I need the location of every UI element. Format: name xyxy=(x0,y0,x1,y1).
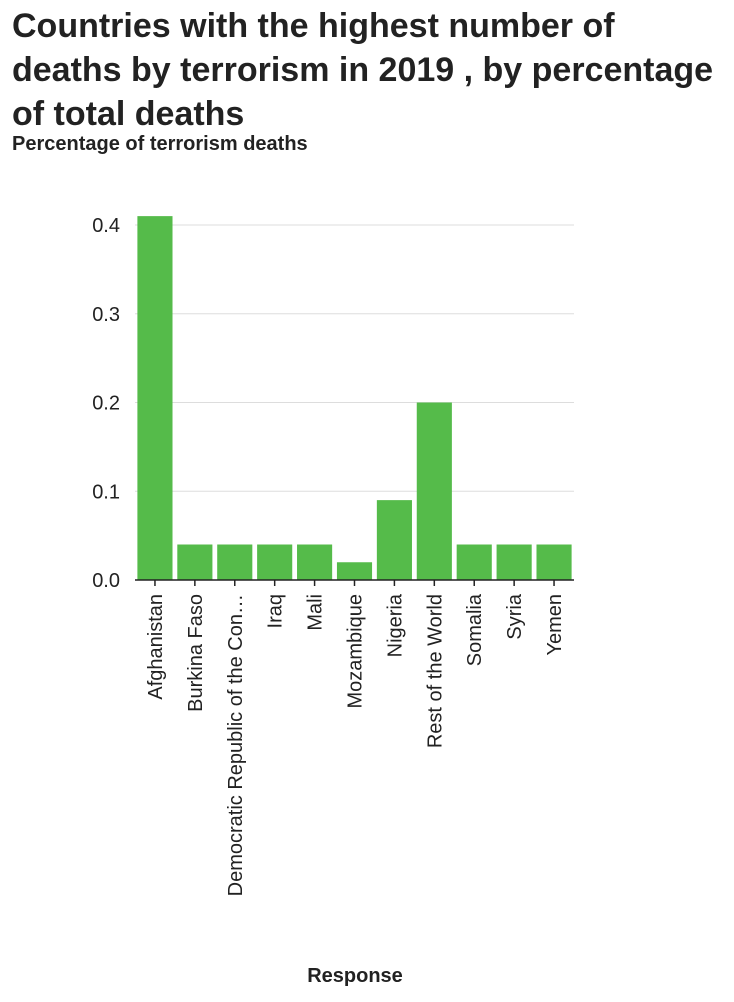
x-tick-label: Democratic Republic of the Con… xyxy=(225,594,247,896)
x-tick-label: Afghanistan xyxy=(145,594,167,700)
bars xyxy=(137,216,572,580)
bar xyxy=(217,544,253,580)
x-tick-label: Burkina Faso xyxy=(185,594,207,712)
y-tick-label: 0.1 xyxy=(92,481,120,503)
x-tick-label: Rest of the World xyxy=(424,594,446,748)
bar xyxy=(376,500,412,580)
bar xyxy=(536,544,572,580)
bar xyxy=(137,216,173,580)
x-tick-labels: Afghanistan Burkina Faso Democratic Republ… xyxy=(145,593,566,896)
bar xyxy=(297,544,333,580)
y-tick-labels: 0.0 0.1 0.2 0.3 0.4 xyxy=(92,215,120,592)
x-axis xyxy=(135,579,574,586)
chart-title: Countries with the highest number of dea… xyxy=(12,7,714,133)
y-tick-label: 0.3 xyxy=(92,304,120,326)
y-tick-label: 0.2 xyxy=(92,393,120,415)
y-tick-label: 0.4 xyxy=(92,215,120,237)
y-tick-label: 0.0 xyxy=(92,570,120,592)
bar xyxy=(496,544,532,580)
x-axis-label: Response xyxy=(307,965,403,987)
bar xyxy=(257,544,293,580)
bar xyxy=(336,562,373,580)
x-tick-label: Yemen xyxy=(544,594,566,656)
bar xyxy=(456,544,492,580)
x-tick-label: Iraq xyxy=(265,594,287,628)
bar xyxy=(177,544,213,580)
gridlines xyxy=(135,224,574,492)
x-tick-label: Nigeria xyxy=(384,593,406,657)
x-tick-label: Mali xyxy=(305,594,327,631)
x-tick-label: Syria xyxy=(504,593,526,639)
x-tick-label: Mozambique xyxy=(345,594,367,709)
bar xyxy=(416,402,452,580)
x-tick-label: Somalia xyxy=(464,593,486,666)
y-axis-label: Percentage of terrorism deaths xyxy=(12,133,308,155)
